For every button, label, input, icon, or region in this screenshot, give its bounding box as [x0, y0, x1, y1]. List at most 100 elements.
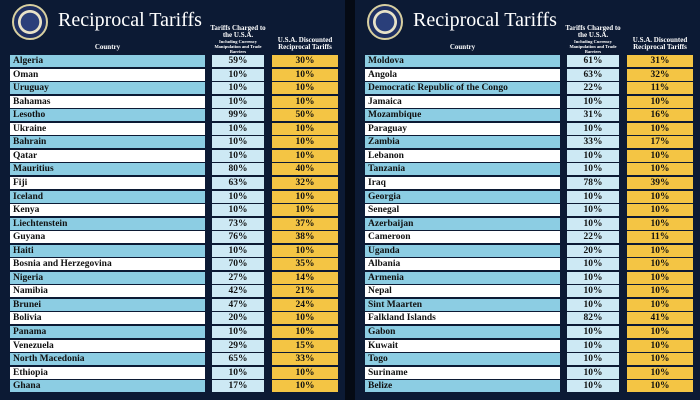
table-row: Democratic Republic of the Congo 22% 11%	[355, 82, 700, 95]
table-row: Albania 10% 10%	[355, 258, 700, 271]
charged-cell: 63%	[567, 68, 619, 81]
discounted-cell: 32%	[272, 176, 338, 189]
charged-header: Tariffs Charged to the U.S.A. Including C…	[206, 25, 270, 55]
country-cell: Brunei	[10, 298, 205, 311]
charged-cell: 10%	[567, 366, 619, 379]
country-cell: Nepal	[365, 285, 560, 298]
table-row: Iraq 78% 39%	[355, 176, 700, 189]
table-row: Uganda 20% 10%	[355, 244, 700, 257]
table-row: Uruguay 10% 10%	[0, 82, 345, 95]
discounted-cell: 10%	[272, 68, 338, 81]
discounted-cell: 35%	[272, 258, 338, 271]
charged-cell: 10%	[567, 298, 619, 311]
table-row: Haiti 10% 10%	[0, 244, 345, 257]
country-cell: Fiji	[10, 176, 205, 189]
table-row: Cameroon 22% 11%	[355, 231, 700, 244]
country-cell: Tanzania	[365, 163, 560, 176]
charged-cell: 10%	[567, 95, 619, 108]
discounted-cell: 11%	[627, 231, 693, 244]
country-cell: Iraq	[365, 176, 560, 189]
country-cell: Panama	[10, 326, 205, 338]
charged-cell: 33%	[567, 136, 619, 149]
country-cell: Sint Maarten	[365, 298, 560, 311]
discounted-cell: 10%	[272, 326, 338, 338]
table-row: Paraguay 10% 10%	[355, 122, 700, 135]
charged-cell: 10%	[212, 136, 264, 149]
country-cell: Bahamas	[10, 95, 205, 108]
country-cell: Bosnia and Herzegovina	[10, 258, 205, 271]
discounted-cell: 30%	[272, 55, 338, 67]
table-panel: Reciprocal Tariffs Country Tariffs Charged…	[0, 0, 345, 400]
table-row: Bolivia 20% 10%	[0, 312, 345, 325]
discounted-cell: 10%	[272, 312, 338, 325]
charged-cell: 10%	[212, 204, 264, 217]
table-row: Ghana 17% 10%	[0, 380, 345, 393]
table-row: Angola 63% 32%	[355, 68, 700, 81]
country-cell: Suriname	[365, 366, 560, 379]
charged-cell: 70%	[212, 258, 264, 271]
presidential-seal	[12, 4, 48, 40]
table-row: Armenia 10% 10%	[355, 271, 700, 284]
country-cell: Bahrain	[10, 136, 205, 149]
table-row: Namibia 42% 21%	[0, 285, 345, 298]
charged-cell: 82%	[567, 312, 619, 325]
table-row: Tanzania 10% 10%	[355, 163, 700, 176]
charged-cell: 10%	[567, 285, 619, 298]
table-row: Jamaica 10% 10%	[355, 95, 700, 108]
country-cell: Cameroon	[365, 231, 560, 244]
discounted-cell: 10%	[627, 326, 693, 338]
discounted-cell: 33%	[272, 353, 338, 366]
discounted-cell: 38%	[272, 231, 338, 244]
charged-cell: 10%	[212, 190, 264, 203]
country-cell: Senegal	[365, 204, 560, 217]
table-row: Bosnia and Herzegovina 70% 35%	[0, 258, 345, 271]
charged-cell: 10%	[567, 217, 619, 230]
discounted-cell: 10%	[627, 285, 693, 298]
table-row: Sint Maarten 10% 10%	[355, 298, 700, 311]
discounted-cell: 10%	[627, 204, 693, 217]
discounted-cell: 10%	[627, 339, 693, 352]
charged-header: Tariffs Charged to the U.S.A. Including C…	[561, 25, 625, 55]
country-cell: Togo	[365, 353, 560, 366]
charged-cell: 10%	[212, 82, 264, 95]
country-cell: Falkland Islands	[365, 312, 560, 325]
country-header: Country	[94, 43, 121, 51]
table-row: Fiji 63% 32%	[0, 176, 345, 189]
country-cell: Bolivia	[10, 312, 205, 325]
discounted-cell: 17%	[627, 136, 693, 149]
charged-cell: 59%	[212, 55, 264, 67]
table-row: Qatar 10% 10%	[0, 149, 345, 162]
charged-cell: 20%	[567, 244, 619, 257]
country-cell: Mozambique	[365, 109, 560, 122]
table-row: Georgia 10% 10%	[355, 190, 700, 203]
table-row: Kenya 10% 10%	[0, 204, 345, 217]
charged-cell: 10%	[567, 122, 619, 135]
charged-cell: 22%	[567, 231, 619, 244]
charged-cell: 10%	[567, 339, 619, 352]
charged-cell: 63%	[212, 176, 264, 189]
table-row: Brunei 47% 24%	[0, 298, 345, 311]
charged-cell: 10%	[567, 149, 619, 162]
table-row: Suriname 10% 10%	[355, 366, 700, 379]
charged-cell: 73%	[212, 217, 264, 230]
discounted-cell: 21%	[272, 285, 338, 298]
table-row: Lebanon 10% 10%	[355, 149, 700, 162]
discounted-cell: 10%	[627, 149, 693, 162]
charged-cell: 10%	[567, 258, 619, 271]
charged-cell: 10%	[212, 326, 264, 338]
charged-cell: 10%	[212, 244, 264, 257]
discounted-cell: 10%	[627, 190, 693, 203]
discounted-header: U.S.A. Discounted Reciprocal Tariffs	[632, 36, 688, 51]
country-cell: Mauritius	[10, 163, 205, 176]
discounted-cell: 24%	[272, 298, 338, 311]
table-row: Falkland Islands 82% 41%	[355, 312, 700, 325]
table-row: Senegal 10% 10%	[355, 204, 700, 217]
table-row: North Macedonia 65% 33%	[0, 353, 345, 366]
country-cell: Belize	[365, 380, 560, 393]
table-row: Togo 10% 10%	[355, 353, 700, 366]
country-cell: Liechtenstein	[10, 217, 205, 230]
charged-cell: 20%	[212, 312, 264, 325]
charged-header-note: Including Currency Manipulation and Trad…	[214, 39, 262, 54]
country-cell: Oman	[10, 68, 205, 81]
